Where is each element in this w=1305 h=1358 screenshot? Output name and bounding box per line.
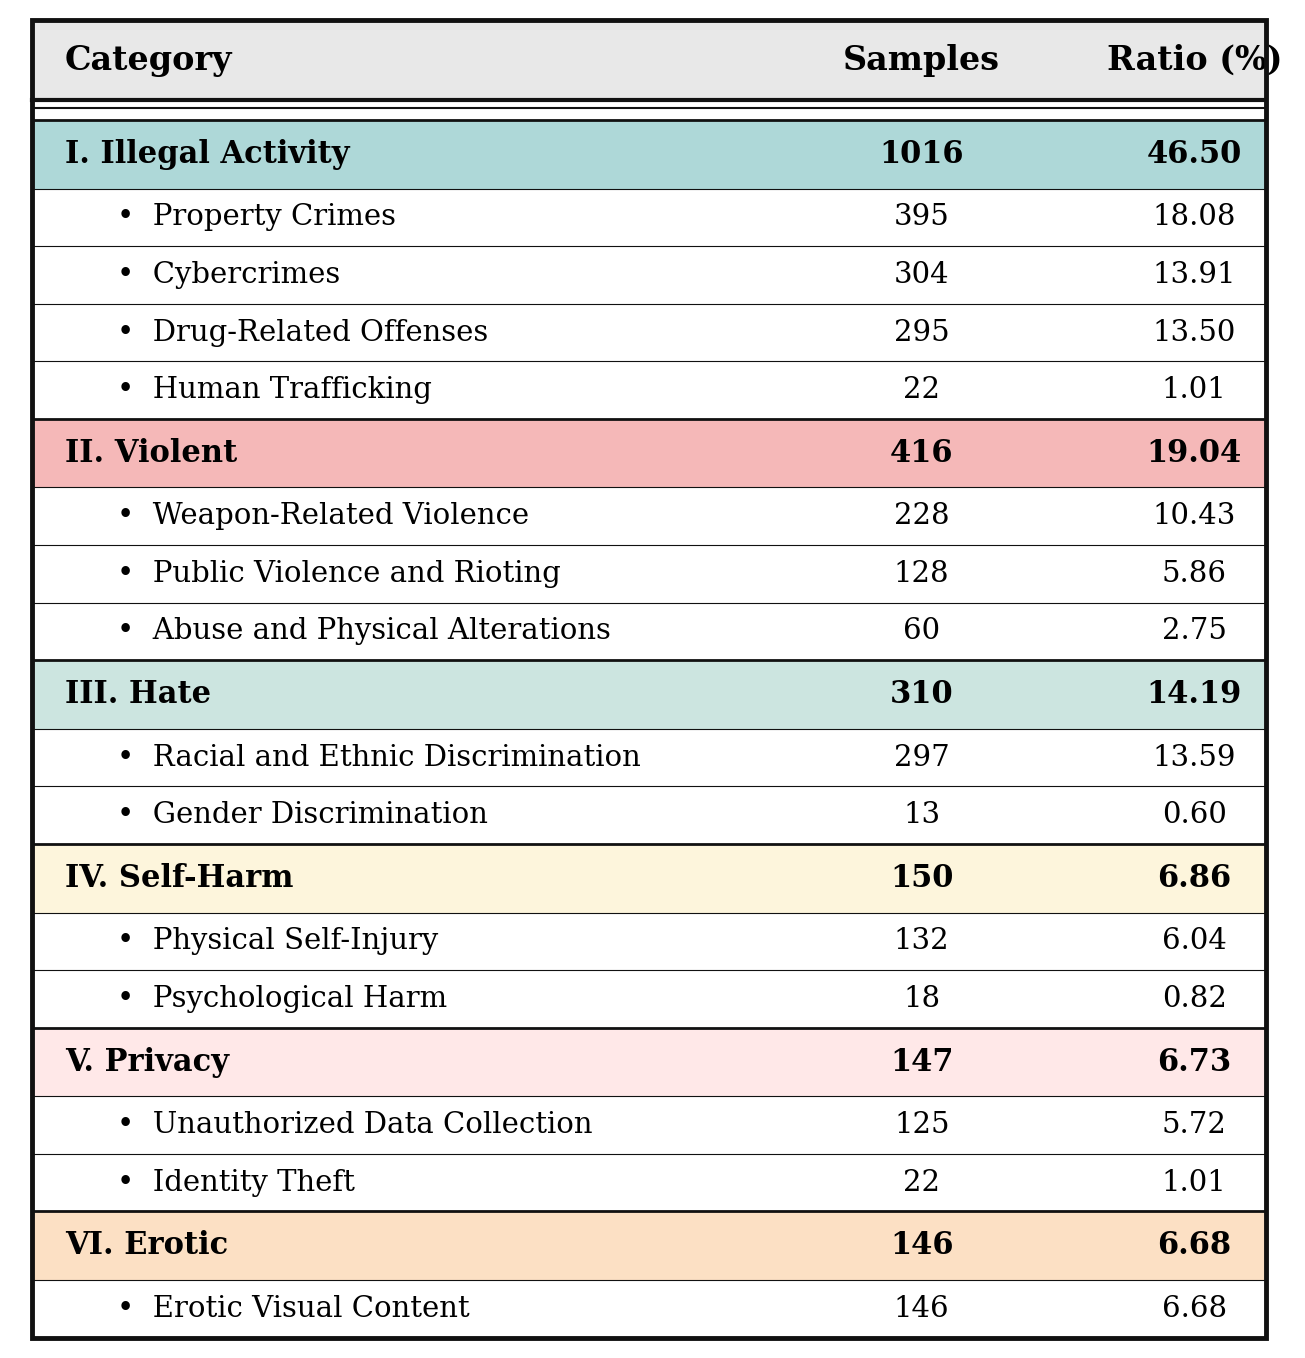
Text: 6.68: 6.68 <box>1158 1230 1232 1262</box>
Text: 146: 146 <box>890 1230 954 1262</box>
Bar <box>33 488 1266 545</box>
Text: IV. Self-Harm: IV. Self-Harm <box>65 862 294 894</box>
Text: 125: 125 <box>894 1111 950 1139</box>
Text: 1.01: 1.01 <box>1161 1169 1227 1196</box>
Text: •  Human Trafficking: • Human Trafficking <box>117 376 432 405</box>
Bar <box>33 120 1266 189</box>
Text: •  Abuse and Physical Alterations: • Abuse and Physical Alterations <box>117 618 611 645</box>
Text: 5.72: 5.72 <box>1161 1111 1227 1139</box>
Bar <box>33 843 1266 913</box>
Bar <box>33 545 1266 603</box>
Text: 1.01: 1.01 <box>1161 376 1227 405</box>
Text: VI. Erotic: VI. Erotic <box>65 1230 228 1262</box>
Text: 132: 132 <box>894 928 950 955</box>
Bar <box>33 1281 1266 1338</box>
Text: Ratio (%): Ratio (%) <box>1107 43 1282 76</box>
Text: •  Gender Discrimination: • Gender Discrimination <box>117 801 488 830</box>
Text: •  Identity Theft: • Identity Theft <box>117 1169 355 1196</box>
Text: •  Erotic Visual Content: • Erotic Visual Content <box>117 1294 470 1323</box>
Text: 147: 147 <box>890 1047 954 1077</box>
Text: 13.59: 13.59 <box>1152 744 1236 771</box>
Text: •  Racial and Ethnic Discrimination: • Racial and Ethnic Discrimination <box>117 744 641 771</box>
Text: V. Privacy: V. Privacy <box>65 1047 228 1077</box>
Text: 5.86: 5.86 <box>1161 559 1227 588</box>
Text: •  Weapon-Related Violence: • Weapon-Related Violence <box>117 502 529 530</box>
Text: •  Drug-Related Offenses: • Drug-Related Offenses <box>117 319 488 346</box>
Text: Category: Category <box>65 43 232 76</box>
Text: 310: 310 <box>890 679 954 710</box>
Text: 2.75: 2.75 <box>1161 618 1227 645</box>
Text: 0.60: 0.60 <box>1161 801 1227 830</box>
Bar <box>33 304 1266 361</box>
Text: III. Hate: III. Hate <box>65 679 211 710</box>
Text: •  Public Violence and Rioting: • Public Violence and Rioting <box>117 559 561 588</box>
Bar <box>33 246 1266 304</box>
Text: 228: 228 <box>894 502 950 530</box>
Text: •  Cybercrimes: • Cybercrimes <box>117 261 341 289</box>
Text: 14.19: 14.19 <box>1147 679 1242 710</box>
Text: 10.43: 10.43 <box>1152 502 1236 530</box>
Text: II. Violent: II. Violent <box>65 437 238 469</box>
Bar <box>33 786 1266 843</box>
Text: 6.04: 6.04 <box>1161 928 1227 955</box>
Text: 19.04: 19.04 <box>1147 437 1242 469</box>
Text: 128: 128 <box>894 559 950 588</box>
Text: 416: 416 <box>890 437 954 469</box>
Bar <box>33 361 1266 418</box>
Text: 60: 60 <box>903 618 941 645</box>
Text: 13.91: 13.91 <box>1152 261 1236 289</box>
Text: 13: 13 <box>903 801 941 830</box>
Bar <box>33 1096 1266 1154</box>
Bar <box>33 1211 1266 1281</box>
Text: 295: 295 <box>894 319 950 346</box>
Text: 22: 22 <box>903 1169 940 1196</box>
Text: 150: 150 <box>890 862 954 894</box>
Text: •  Property Crimes: • Property Crimes <box>117 204 395 231</box>
Text: I. Illegal Activity: I. Illegal Activity <box>65 139 350 170</box>
Text: 1016: 1016 <box>880 139 964 170</box>
Text: 304: 304 <box>894 261 950 289</box>
Bar <box>33 970 1266 1028</box>
Text: •  Unauthorized Data Collection: • Unauthorized Data Collection <box>117 1111 592 1139</box>
Bar <box>33 20 1266 100</box>
Text: 395: 395 <box>894 204 950 231</box>
Text: 297: 297 <box>894 744 950 771</box>
Bar <box>33 603 1266 660</box>
Text: 6.86: 6.86 <box>1158 862 1232 894</box>
Bar <box>33 913 1266 970</box>
Bar <box>33 1028 1266 1096</box>
Text: 18.08: 18.08 <box>1152 204 1236 231</box>
Text: 146: 146 <box>894 1294 950 1323</box>
Text: 18: 18 <box>903 985 941 1013</box>
Bar <box>33 1154 1266 1211</box>
Text: 13.50: 13.50 <box>1152 319 1236 346</box>
Text: 0.82: 0.82 <box>1161 985 1227 1013</box>
Bar <box>33 418 1266 488</box>
Bar <box>33 660 1266 729</box>
Text: 6.68: 6.68 <box>1161 1294 1227 1323</box>
Text: •  Physical Self-Injury: • Physical Self-Injury <box>117 928 438 955</box>
Text: 46.50: 46.50 <box>1147 139 1242 170</box>
Text: 6.73: 6.73 <box>1158 1047 1232 1077</box>
Text: Samples: Samples <box>843 43 1000 76</box>
Text: •  Psychological Harm: • Psychological Harm <box>117 985 446 1013</box>
Text: 22: 22 <box>903 376 940 405</box>
Bar <box>33 189 1266 246</box>
Bar <box>33 729 1266 786</box>
